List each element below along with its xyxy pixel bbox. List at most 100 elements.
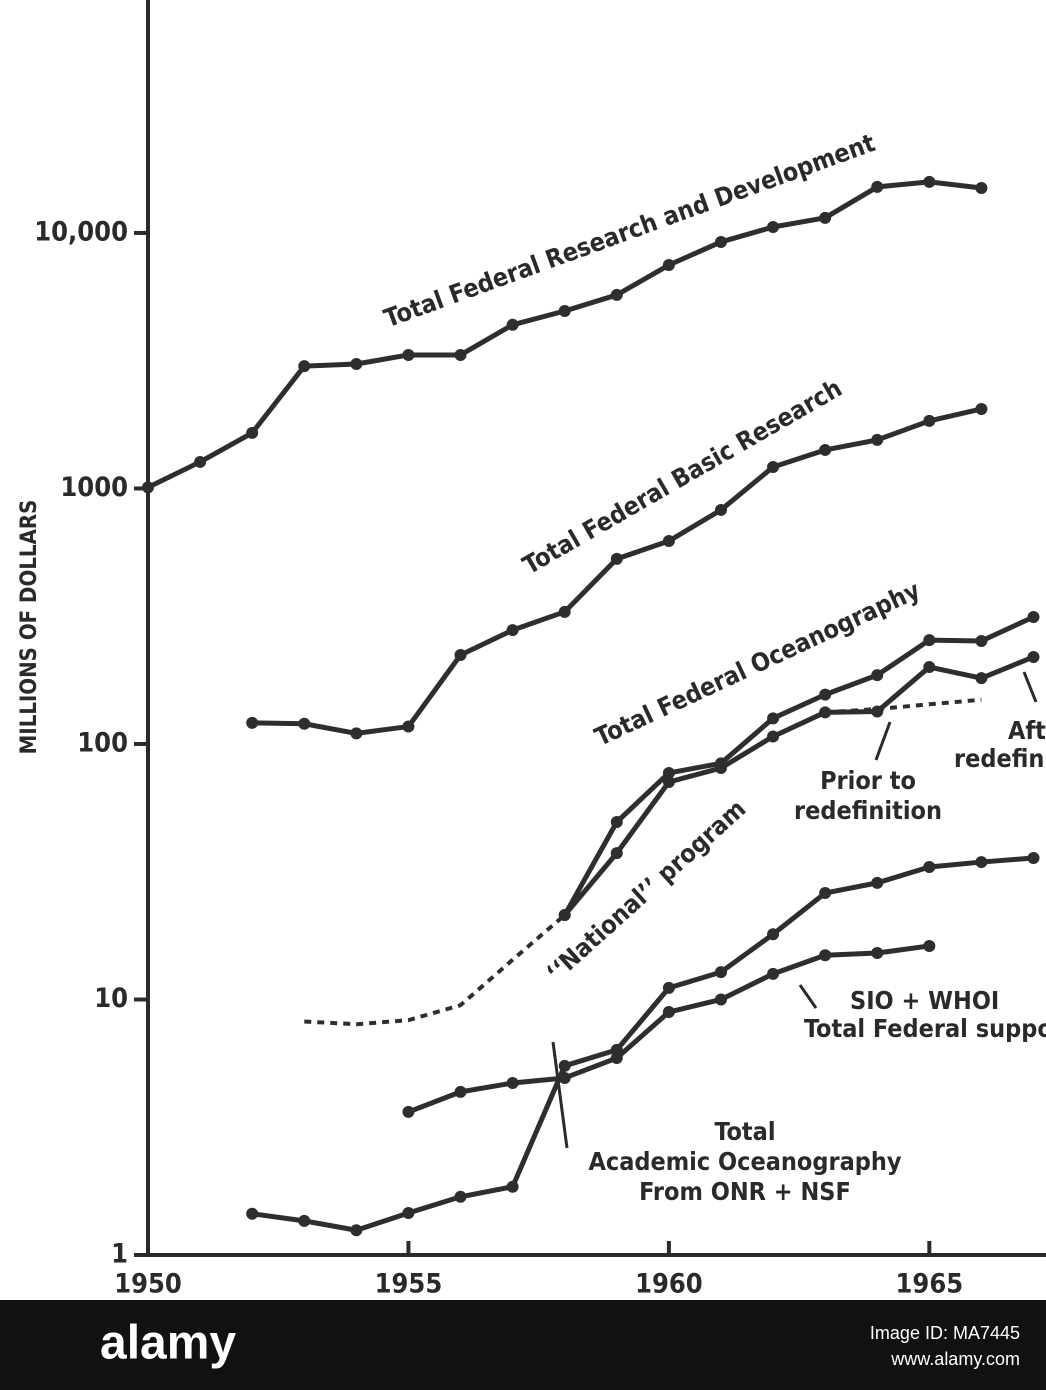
y-tick-label: 1000 bbox=[60, 472, 128, 503]
arrow bbox=[1022, 671, 1038, 703]
data-point bbox=[871, 947, 884, 960]
data-point bbox=[767, 712, 780, 725]
data-point bbox=[558, 1071, 571, 1084]
watermark-bar bbox=[0, 1300, 1046, 1390]
arrow bbox=[874, 721, 892, 761]
plot-background bbox=[0, 0, 1046, 1300]
data-point bbox=[662, 766, 675, 779]
watermark-logo: alamy bbox=[100, 1317, 236, 1370]
series-line bbox=[825, 697, 982, 715]
data-point bbox=[767, 967, 780, 980]
data-point bbox=[558, 304, 571, 317]
data-point bbox=[610, 552, 623, 565]
data-point bbox=[506, 1077, 519, 1090]
annotation: Total Federal support bbox=[804, 1014, 1046, 1043]
data-point bbox=[610, 288, 623, 301]
data-point bbox=[871, 433, 884, 446]
data-point bbox=[298, 717, 311, 730]
data-point bbox=[975, 634, 988, 647]
data-point bbox=[454, 1085, 467, 1098]
data-point bbox=[402, 348, 415, 361]
data-point bbox=[610, 1052, 623, 1065]
data-point bbox=[402, 1105, 415, 1118]
data-point bbox=[298, 360, 311, 373]
data-point bbox=[819, 443, 832, 456]
data-point bbox=[350, 727, 363, 740]
data-point bbox=[350, 1224, 363, 1237]
data-point bbox=[454, 648, 467, 661]
data-point bbox=[767, 461, 780, 474]
annotation: After bbox=[1008, 716, 1046, 745]
annotation: From ONR + NSF bbox=[639, 1177, 851, 1206]
data-point bbox=[1027, 650, 1040, 663]
data-point bbox=[767, 730, 780, 743]
y-axis-label: MILLIONS OF DOLLARS bbox=[17, 500, 42, 755]
data-point bbox=[871, 876, 884, 889]
annotation: redefinition bbox=[954, 744, 1046, 773]
data-point bbox=[714, 762, 727, 775]
data-point bbox=[662, 534, 675, 547]
data-point bbox=[1027, 851, 1040, 864]
series-line bbox=[304, 913, 567, 1027]
data-point bbox=[819, 211, 832, 224]
data-point bbox=[714, 503, 727, 516]
data-point bbox=[923, 175, 936, 188]
x-tick-label: 1960 bbox=[635, 1269, 703, 1300]
data-point bbox=[923, 661, 936, 674]
data-point bbox=[975, 402, 988, 415]
data-point bbox=[819, 887, 832, 900]
data-point bbox=[662, 259, 675, 272]
data-point bbox=[662, 775, 675, 788]
data-point bbox=[350, 357, 363, 370]
watermark-id: Image ID: MA7445 bbox=[870, 1323, 1020, 1343]
data-point bbox=[871, 180, 884, 193]
data-point bbox=[714, 235, 727, 248]
data-point bbox=[975, 856, 988, 869]
data-point bbox=[454, 348, 467, 361]
annotation: SIO + WHOI bbox=[850, 986, 999, 1015]
annotation-arrows bbox=[551, 671, 1038, 1149]
data-point bbox=[454, 1190, 467, 1203]
data-point bbox=[1027, 611, 1040, 624]
data-point bbox=[506, 624, 519, 637]
data-point bbox=[819, 949, 832, 962]
data-point bbox=[767, 221, 780, 234]
annotation: redefinition bbox=[794, 796, 942, 825]
data-point bbox=[558, 1059, 571, 1072]
arrow bbox=[798, 984, 818, 1009]
y-tick-label: 10 bbox=[94, 983, 128, 1014]
data-point bbox=[506, 1180, 519, 1193]
data-point bbox=[923, 861, 936, 874]
data-point bbox=[923, 939, 936, 952]
data-point bbox=[714, 993, 727, 1006]
annotation: Prior to bbox=[820, 766, 916, 795]
annotation: Total bbox=[714, 1117, 775, 1146]
data-point bbox=[975, 672, 988, 685]
y-tick-label: 100 bbox=[77, 727, 128, 758]
x-tick-label: 1950 bbox=[114, 1269, 182, 1300]
data-point bbox=[246, 1207, 259, 1220]
data-point bbox=[246, 716, 259, 729]
arrow bbox=[551, 1041, 569, 1149]
annotation: Academic Oceanography bbox=[588, 1147, 901, 1176]
data-point bbox=[298, 1214, 311, 1227]
data-point bbox=[662, 1006, 675, 1019]
y-tick-label: 10,000 bbox=[34, 216, 128, 247]
x-tick-label: 1965 bbox=[896, 1269, 964, 1300]
data-point bbox=[142, 481, 154, 494]
data-point bbox=[767, 928, 780, 941]
data-point bbox=[610, 816, 623, 829]
data-point bbox=[871, 669, 884, 682]
data-point bbox=[662, 981, 675, 994]
y-tick-label: 1 bbox=[111, 1239, 128, 1270]
data-point bbox=[194, 455, 207, 468]
data-point bbox=[923, 414, 936, 427]
data-point bbox=[246, 426, 259, 439]
data-point bbox=[610, 847, 623, 860]
data-point bbox=[819, 688, 832, 701]
data-point bbox=[402, 1207, 415, 1220]
series-line bbox=[562, 654, 1035, 917]
watermark-url: www.alamy.com bbox=[890, 1349, 1020, 1369]
